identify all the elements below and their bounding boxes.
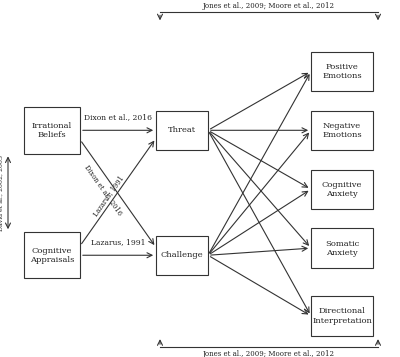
Text: Threat: Threat [168,126,196,134]
Text: David et al., 2002, 2005: David et al., 2002, 2005 [0,155,3,231]
Text: Jones et al., 2009; Moore et al., 2012: Jones et al., 2009; Moore et al., 2012 [203,2,335,10]
Text: Cognitive
Anxiety: Cognitive Anxiety [322,181,362,198]
Text: Irrational
Beliefs: Irrational Beliefs [32,122,72,139]
FancyBboxPatch shape [156,111,208,150]
Text: Dixon et al., 2016: Dixon et al., 2016 [84,114,152,121]
Text: Cognitive
Appraisals: Cognitive Appraisals [30,247,74,264]
Text: Jones et al., 2009; Moore et al., 2012: Jones et al., 2009; Moore et al., 2012 [203,350,335,357]
Text: Negative
Emotions: Negative Emotions [322,122,362,139]
Text: Positive
Emotions: Positive Emotions [322,63,362,80]
FancyBboxPatch shape [311,170,373,209]
Text: Lazarus, 1991: Lazarus, 1991 [91,238,145,246]
FancyBboxPatch shape [311,111,373,150]
Text: Directional
Interpretation: Directional Interpretation [312,307,372,325]
FancyBboxPatch shape [311,52,373,91]
FancyBboxPatch shape [24,232,80,278]
FancyBboxPatch shape [311,228,373,268]
FancyBboxPatch shape [311,296,373,336]
Text: Somatic
Anxiety: Somatic Anxiety [325,240,359,257]
Text: Challenge: Challenge [161,251,203,259]
Text: Dixon et al., 2016: Dixon et al., 2016 [84,163,124,217]
FancyBboxPatch shape [156,236,208,275]
FancyBboxPatch shape [24,107,80,154]
Text: Lazarus, 1991: Lazarus, 1991 [91,174,125,217]
